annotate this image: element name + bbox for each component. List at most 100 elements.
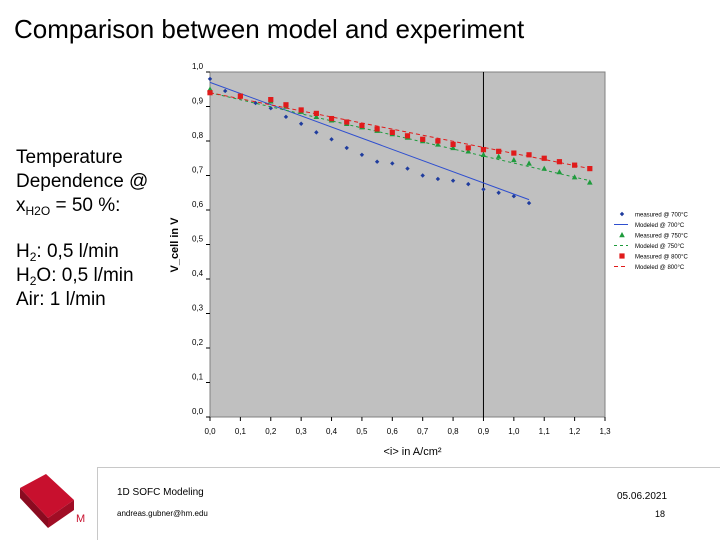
x-tick-label: 1,2 (569, 427, 581, 436)
y-tick-label: 0,8 (192, 131, 204, 140)
data-point-0 (466, 181, 471, 187)
y-tick-label: 0,1 (192, 373, 204, 382)
data-point-0 (314, 130, 319, 135)
data-point-0 (298, 121, 304, 126)
data-point-0 (481, 187, 486, 192)
data-point-0 (435, 176, 441, 182)
y-tick-label: 0,2 (192, 338, 204, 347)
flow-water-symbol: H (16, 265, 30, 286)
test-conditions: Temperature Dependence @ xH2O = 50 %: H2… (16, 146, 166, 312)
data-point-2 (511, 156, 517, 163)
x-tick-label: 0,9 (478, 427, 490, 436)
footer-email[interactable]: andreas.gubner@hm.edu (117, 509, 208, 518)
x-tick-label: 0,4 (326, 427, 338, 436)
series-line-5 (209, 92, 590, 170)
y-tick-label: 0,9 (192, 97, 204, 106)
y-tick-label: 1,0 (192, 62, 204, 71)
footer-vertical-divider (97, 467, 98, 540)
x-tick-label: 1,3 (599, 427, 611, 436)
data-point-0 (374, 159, 380, 164)
data-point-4 (480, 147, 487, 153)
data-point-4 (328, 115, 335, 122)
x-tick-label: 0,5 (356, 427, 368, 436)
data-point-2 (587, 179, 593, 185)
water-fraction-symbol: x (16, 195, 26, 216)
data-point-0 (496, 190, 501, 195)
page-number: 18 (655, 509, 666, 519)
x-axis-label: <i> in A/cm² (383, 446, 441, 458)
series-line-1 (209, 81, 530, 201)
water-fraction-line: xH2O = 50 %: (16, 194, 166, 218)
data-point-4 (587, 166, 593, 172)
legend-label-0: measured @ 700°C (635, 213, 689, 219)
flow-hydrogen-symbol: H (16, 241, 30, 262)
data-point-4 (298, 107, 304, 113)
y-tick-label: 0,5 (192, 235, 204, 244)
legend-label-5: Modeled @ 800°C (635, 265, 685, 271)
data-point-4 (313, 110, 319, 116)
conditions-heading-line-1: Temperature (16, 147, 123, 168)
flow-hydrogen-value: : 0,5 l/min (36, 241, 119, 262)
y-axis-label: V_cell in V (169, 217, 181, 273)
data-point-4 (496, 148, 502, 154)
data-point-0 (283, 114, 289, 120)
conditions-heading-line-2: Dependence @ (16, 171, 149, 192)
x-tick-label: 0,6 (387, 427, 399, 436)
data-point-0 (511, 194, 517, 199)
y-tick-label: 0,0 (192, 407, 204, 416)
y-tick-label: 0,3 (192, 304, 204, 313)
data-point-4 (450, 141, 456, 148)
y-tick-label: 0,4 (192, 269, 204, 278)
x-tick-label: 0,7 (417, 427, 429, 436)
data-point-0 (207, 76, 213, 82)
data-point-4 (435, 138, 441, 144)
university-logo-icon: M (20, 474, 85, 528)
data-point-0 (329, 137, 334, 142)
data-point-4 (268, 97, 274, 103)
data-point-4 (420, 136, 426, 142)
data-point-0 (390, 161, 395, 166)
x-tick-label: 0,2 (265, 427, 277, 436)
data-point-4 (283, 102, 289, 108)
data-point-4 (556, 159, 563, 165)
x-tick-label: 1,0 (508, 427, 520, 436)
data-point-0 (405, 166, 410, 171)
data-point-4 (389, 129, 395, 135)
flow-air: Air: 1 l/min (16, 289, 106, 310)
footer-date: 05.06.2021 (617, 491, 668, 502)
legend-marker-2 (619, 232, 625, 238)
x-tick-label: 1,1 (539, 427, 551, 436)
data-point-2 (465, 148, 472, 154)
logo-letter: M (76, 513, 85, 525)
data-point-0 (344, 145, 349, 151)
x-tick-label: 0,8 (448, 427, 460, 436)
data-point-0 (450, 178, 456, 183)
data-point-4 (344, 119, 350, 125)
data-point-4 (404, 133, 411, 139)
data-point-4 (541, 155, 547, 161)
flow-hydrogen-subscript: 2 (29, 250, 37, 264)
data-point-2 (556, 169, 563, 175)
series-line-3 (209, 92, 590, 182)
data-point-2 (495, 153, 502, 159)
flow-water-value: O: 0,5 l/min (36, 265, 134, 286)
y-tick-label: 0,7 (192, 166, 204, 175)
flow-water-subscript: 2 (29, 274, 37, 288)
data-point-0 (222, 88, 228, 94)
data-point-2 (526, 160, 532, 166)
data-point-2 (541, 165, 548, 171)
data-point-0 (268, 106, 273, 111)
data-point-4 (359, 122, 365, 129)
flow-water: H2O: 0,5 l/min (16, 264, 166, 288)
data-point-4 (237, 93, 243, 99)
data-point-2 (480, 151, 487, 157)
data-point-4 (465, 145, 471, 151)
legend-label-1: Modeled @ 700°C (635, 223, 685, 229)
data-point-0 (526, 200, 532, 206)
footer-title: 1D SOFC Modeling (117, 487, 204, 498)
slide-title: Comparison between model and experiment (14, 14, 525, 44)
x-tick-label: 0,3 (296, 427, 308, 436)
legend-marker-0 (619, 211, 625, 217)
water-fraction-value: = 50 %: (50, 195, 121, 216)
legend-label-4: Measured @ 800°C (635, 255, 689, 261)
